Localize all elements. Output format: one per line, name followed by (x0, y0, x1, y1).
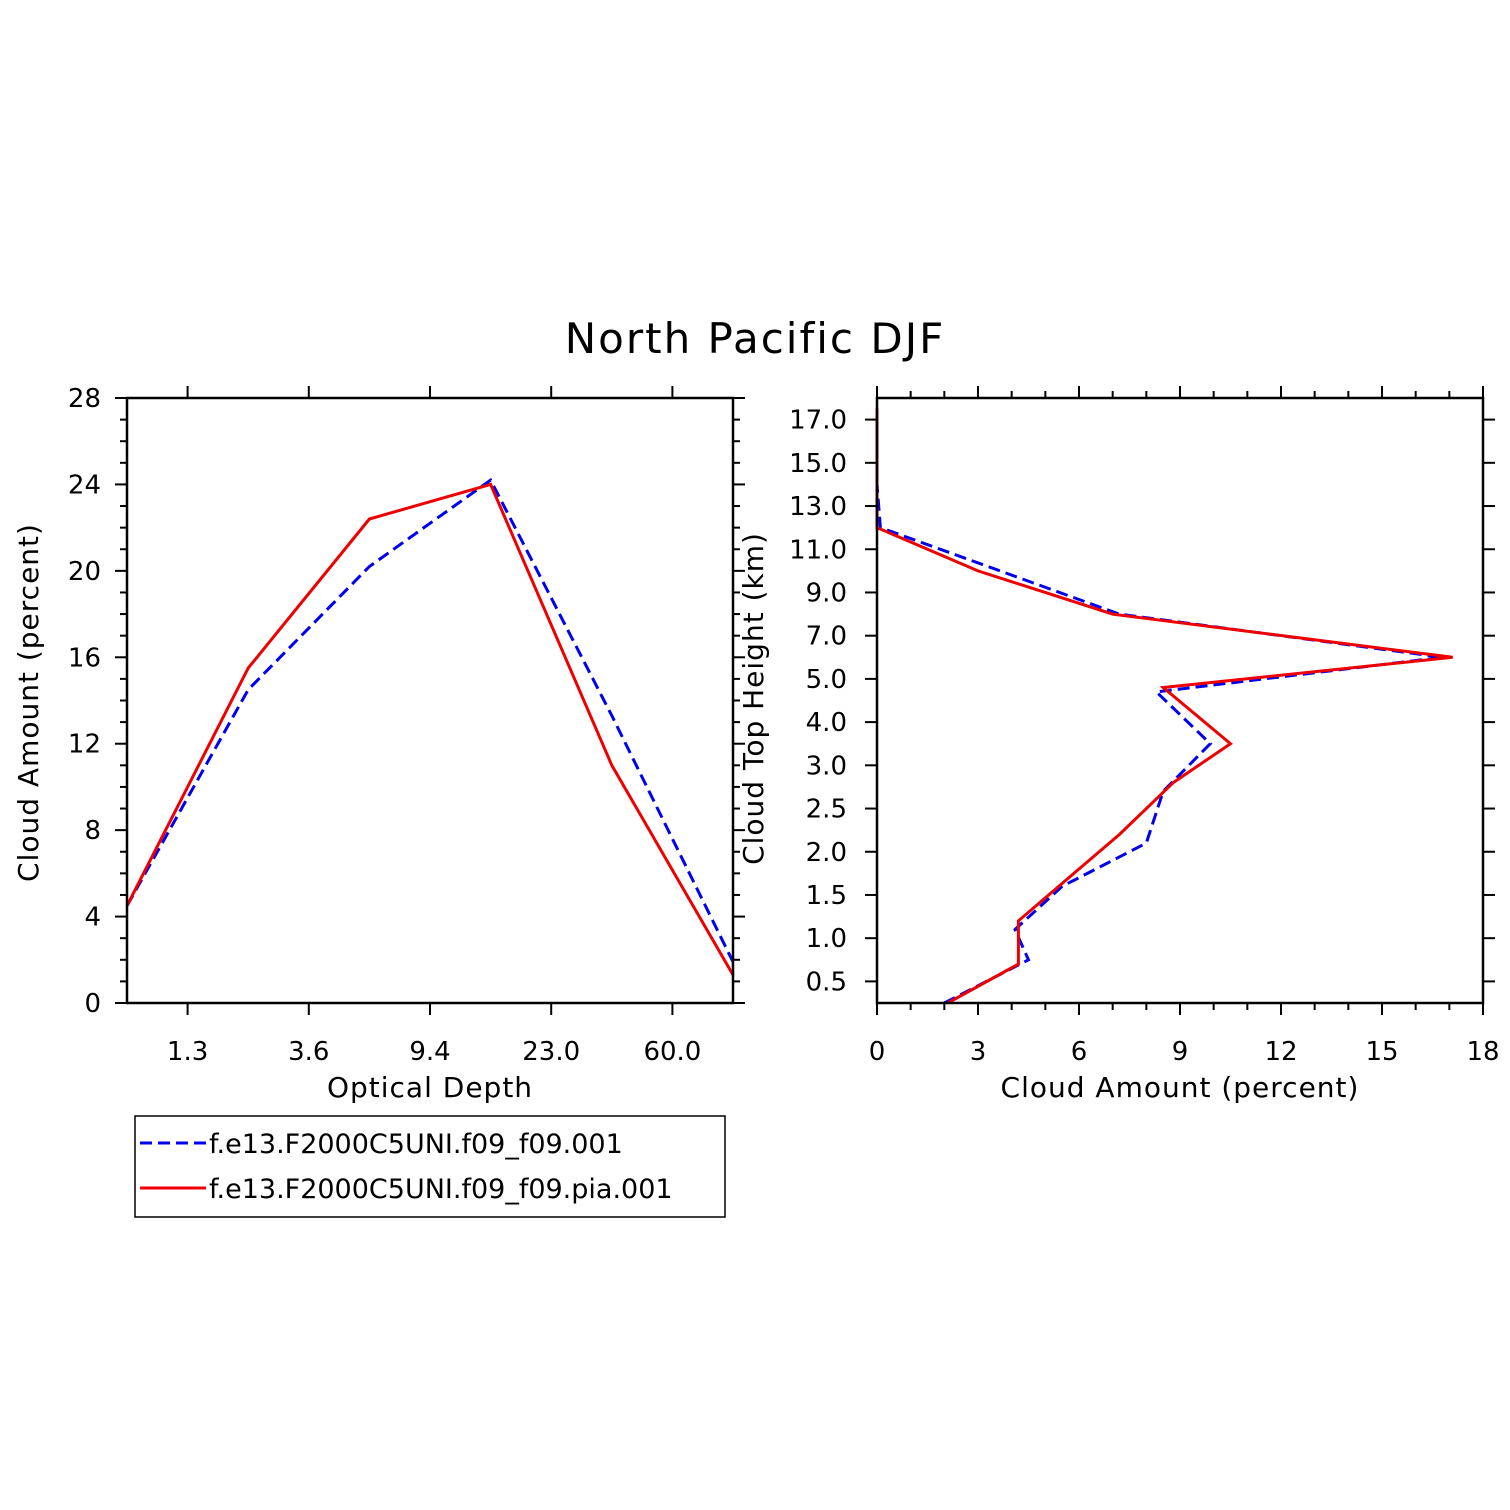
height-tick-label: 2.0 (806, 838, 847, 868)
height-tick-label: 4.0 (806, 708, 847, 738)
legend-label-1: f.e13.F2000C5UNI.f09_f09.001 (209, 1129, 623, 1160)
height-tick-label: 2.5 (806, 795, 847, 825)
x-tick-label: 23.0 (522, 1037, 580, 1067)
height-tick-label: 1.5 (806, 881, 847, 911)
amount-tick-label: 3 (970, 1037, 987, 1067)
height-tick-label: 9.0 (806, 578, 847, 608)
y-tick-label: 24 (68, 470, 101, 500)
height-tick-label: 1.0 (806, 924, 847, 954)
x-axis-label: Optical Depth (327, 1071, 533, 1104)
series-line-1 (125, 477, 735, 963)
y-tick-label: 4 (84, 903, 101, 933)
x-tick-label: 60.0 (643, 1037, 701, 1067)
x-tick-label: 9.4 (409, 1037, 450, 1067)
y-tick-label: 12 (68, 730, 101, 760)
profile-line-1 (875, 408, 1443, 1005)
left-plot-frame (125, 396, 735, 1005)
chart-title: North Pacific DJF (565, 314, 946, 363)
y-tick-label: 8 (84, 816, 101, 846)
amount-tick-label: 6 (1071, 1037, 1088, 1067)
height-tick-label: 17.0 (789, 406, 847, 436)
profile-line-2 (875, 408, 1453, 1005)
amount-tick-label: 15 (1365, 1037, 1398, 1067)
legend-box (134, 1115, 726, 1218)
y-axis-label: Cloud Top Height (km) (737, 532, 770, 865)
legend-label-2: f.e13.F2000C5UNI.f09_f09.pia.001 (209, 1174, 673, 1205)
x-tick-label: 3.6 (288, 1037, 329, 1067)
height-tick-label: 15.0 (789, 449, 847, 479)
x-axis-label: Cloud Amount (percent) (1001, 1071, 1360, 1104)
y-axis-label: Cloud Amount (percent) (12, 523, 45, 882)
height-tick-label: 13.0 (789, 492, 847, 522)
y-tick-label: 28 (68, 384, 101, 414)
left-panel: 0 4 8 12 16 20 24 28 1.3 3.6 9.4 23.0 60.0 Optical De… (12, 384, 745, 1104)
height-tick-label: 3.0 (806, 751, 847, 781)
amount-tick-label: 12 (1264, 1037, 1297, 1067)
height-tick-label: 7.0 (806, 622, 847, 652)
amount-tick-label: 18 (1466, 1037, 1499, 1067)
legend: f.e13.F2000C5UNI.f09_f09.001 f.e13.F2000… (134, 1115, 726, 1218)
right-panel: 0.5 1.0 1.5 2.0 2.5 3.0 4.0 5.0 7.0 9.0 11.0 13.0 15… (737, 386, 1500, 1104)
height-tick-label: 0.5 (806, 967, 847, 997)
y-tick-label: 0 (84, 989, 101, 1019)
x-tick-label: 1.3 (167, 1037, 208, 1067)
height-tick-label: 11.0 (789, 535, 847, 565)
height-tick-label: 5.0 (806, 665, 847, 695)
y-tick-label: 16 (68, 643, 101, 673)
series-line-2 (125, 482, 735, 976)
amount-tick-label: 9 (1172, 1037, 1189, 1067)
amount-tick-label: 0 (869, 1037, 886, 1067)
y-tick-label: 20 (68, 557, 101, 587)
